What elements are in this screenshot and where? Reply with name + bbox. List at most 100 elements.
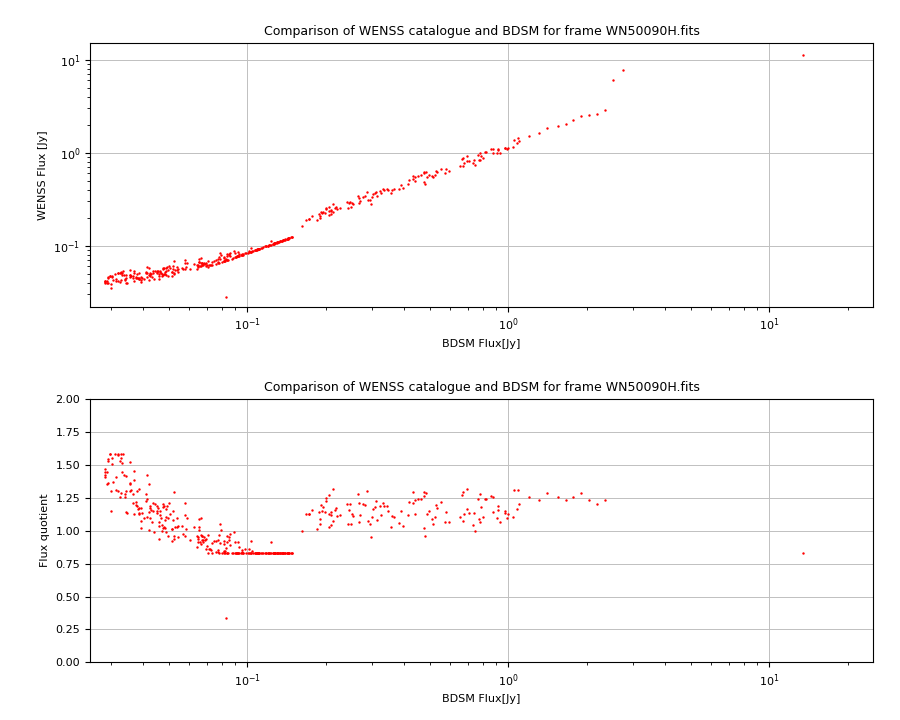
- Point: [165, 266, 179, 278]
- Point: [229, 248, 243, 259]
- Point: [158, 269, 173, 281]
- Point: [418, 487, 433, 498]
- X-axis label: BDSM Flux[Jy]: BDSM Flux[Jy]: [442, 694, 521, 704]
- Point: [144, 504, 158, 516]
- Point: [245, 245, 259, 256]
- Point: [130, 272, 144, 284]
- Point: [500, 143, 515, 154]
- Point: [506, 511, 520, 523]
- Point: [123, 271, 138, 282]
- Point: [263, 239, 277, 251]
- Point: [223, 528, 238, 540]
- Point: [157, 501, 171, 513]
- Point: [511, 132, 526, 144]
- Point: [366, 503, 381, 515]
- Point: [200, 259, 214, 271]
- Point: [213, 249, 228, 261]
- Point: [175, 262, 189, 274]
- Point: [275, 547, 290, 559]
- Point: [456, 508, 471, 519]
- Point: [150, 266, 165, 278]
- Point: [175, 521, 189, 532]
- Point: [201, 261, 215, 273]
- Point: [274, 235, 289, 246]
- Point: [321, 210, 336, 221]
- Point: [284, 231, 299, 243]
- Point: [327, 198, 341, 210]
- Point: [132, 272, 147, 284]
- Point: [284, 547, 299, 559]
- Point: [170, 531, 184, 543]
- Point: [219, 612, 233, 624]
- Point: [159, 500, 174, 511]
- Point: [218, 547, 232, 559]
- Point: [506, 141, 520, 153]
- Point: [590, 498, 604, 510]
- Point: [410, 170, 425, 181]
- Point: [368, 186, 382, 197]
- Point: [252, 547, 266, 559]
- Point: [229, 547, 243, 559]
- Point: [558, 118, 572, 130]
- Point: [305, 504, 320, 516]
- Point: [158, 263, 173, 274]
- Point: [540, 487, 554, 498]
- Point: [165, 535, 179, 546]
- Point: [266, 547, 281, 559]
- Point: [134, 272, 148, 284]
- Point: [418, 179, 432, 190]
- Point: [149, 500, 164, 512]
- Point: [119, 269, 133, 281]
- Point: [98, 276, 112, 287]
- Point: [258, 240, 273, 252]
- Point: [522, 491, 536, 503]
- Point: [118, 274, 132, 285]
- Point: [426, 171, 440, 183]
- Point: [475, 152, 490, 163]
- Point: [313, 212, 328, 223]
- Point: [413, 493, 428, 505]
- Point: [199, 260, 213, 271]
- Point: [100, 277, 114, 289]
- Point: [250, 243, 265, 255]
- Point: [267, 238, 282, 249]
- Point: [248, 244, 263, 256]
- Point: [201, 547, 215, 559]
- Point: [313, 499, 328, 510]
- Point: [219, 253, 233, 264]
- Point: [324, 509, 338, 521]
- Point: [222, 534, 237, 546]
- Point: [345, 508, 359, 520]
- Point: [190, 531, 204, 542]
- Point: [115, 466, 130, 477]
- Point: [467, 526, 482, 537]
- Point: [274, 235, 289, 246]
- Point: [324, 208, 338, 220]
- Point: [191, 531, 205, 543]
- Point: [271, 236, 285, 248]
- Point: [270, 236, 284, 248]
- Point: [146, 268, 160, 279]
- Point: [99, 278, 113, 289]
- Point: [104, 505, 119, 517]
- Point: [581, 109, 596, 121]
- Point: [114, 274, 129, 286]
- Point: [152, 266, 166, 277]
- Point: [140, 493, 154, 505]
- Point: [166, 261, 180, 272]
- Point: [194, 257, 209, 269]
- Point: [277, 234, 292, 246]
- Point: [255, 242, 269, 253]
- Point: [211, 256, 225, 268]
- Point: [333, 202, 347, 214]
- Point: [455, 153, 470, 164]
- Point: [462, 507, 476, 518]
- Point: [270, 547, 284, 559]
- Point: [106, 275, 121, 287]
- Point: [364, 511, 379, 523]
- Point: [328, 504, 343, 516]
- Point: [472, 487, 487, 499]
- Point: [510, 503, 525, 515]
- Point: [112, 491, 127, 503]
- Point: [319, 203, 333, 215]
